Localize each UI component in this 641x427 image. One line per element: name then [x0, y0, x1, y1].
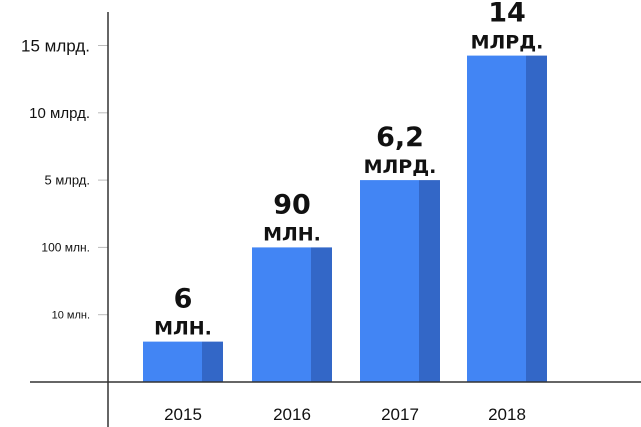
y-axis-ticks: 10 млн. 100 млн. 5 млрд. 10 млрд. 15 млрд. [21, 36, 108, 322]
x-axis-labels: 2015 2016 2017 2018 [164, 405, 526, 424]
data-label-unit: МЛРД. [364, 156, 437, 178]
x-tick-label: 2018 [488, 405, 526, 424]
bars [143, 55, 547, 382]
bar-2018 [467, 55, 526, 382]
data-label-number: 6 [174, 284, 193, 315]
bar-side-2015 [202, 341, 223, 382]
x-tick-label: 2017 [381, 405, 419, 424]
bar-2017 [360, 180, 419, 382]
y-tick-label: 5 млрд. [45, 173, 91, 188]
bar-side-2017 [419, 180, 440, 382]
bar-side-2016 [311, 247, 332, 382]
x-tick-label: 2016 [273, 405, 311, 424]
y-tick-label: 100 млн. [41, 241, 90, 255]
data-label-unit: МЛРД. [471, 32, 544, 54]
y-tick-label: 10 млрд. [29, 105, 90, 122]
x-tick-label: 2015 [164, 405, 202, 424]
data-label-unit: МЛН. [154, 318, 212, 340]
bar-2015 [143, 341, 202, 382]
data-label-number: 6,2 [376, 122, 424, 153]
data-label-number: 90 [273, 189, 311, 220]
data-label-number: 14 [488, 0, 526, 29]
data-label-unit: МЛН. [263, 223, 321, 245]
data-labels: 6 МЛН. 90 МЛН. 6,2 МЛРД. 14 МЛРД. [154, 0, 543, 340]
y-tick-label: 10 млн. [52, 310, 90, 322]
bar-2016 [252, 247, 311, 382]
y-tick-label: 15 млрд. [21, 36, 90, 55]
bar-side-2018 [526, 55, 547, 382]
